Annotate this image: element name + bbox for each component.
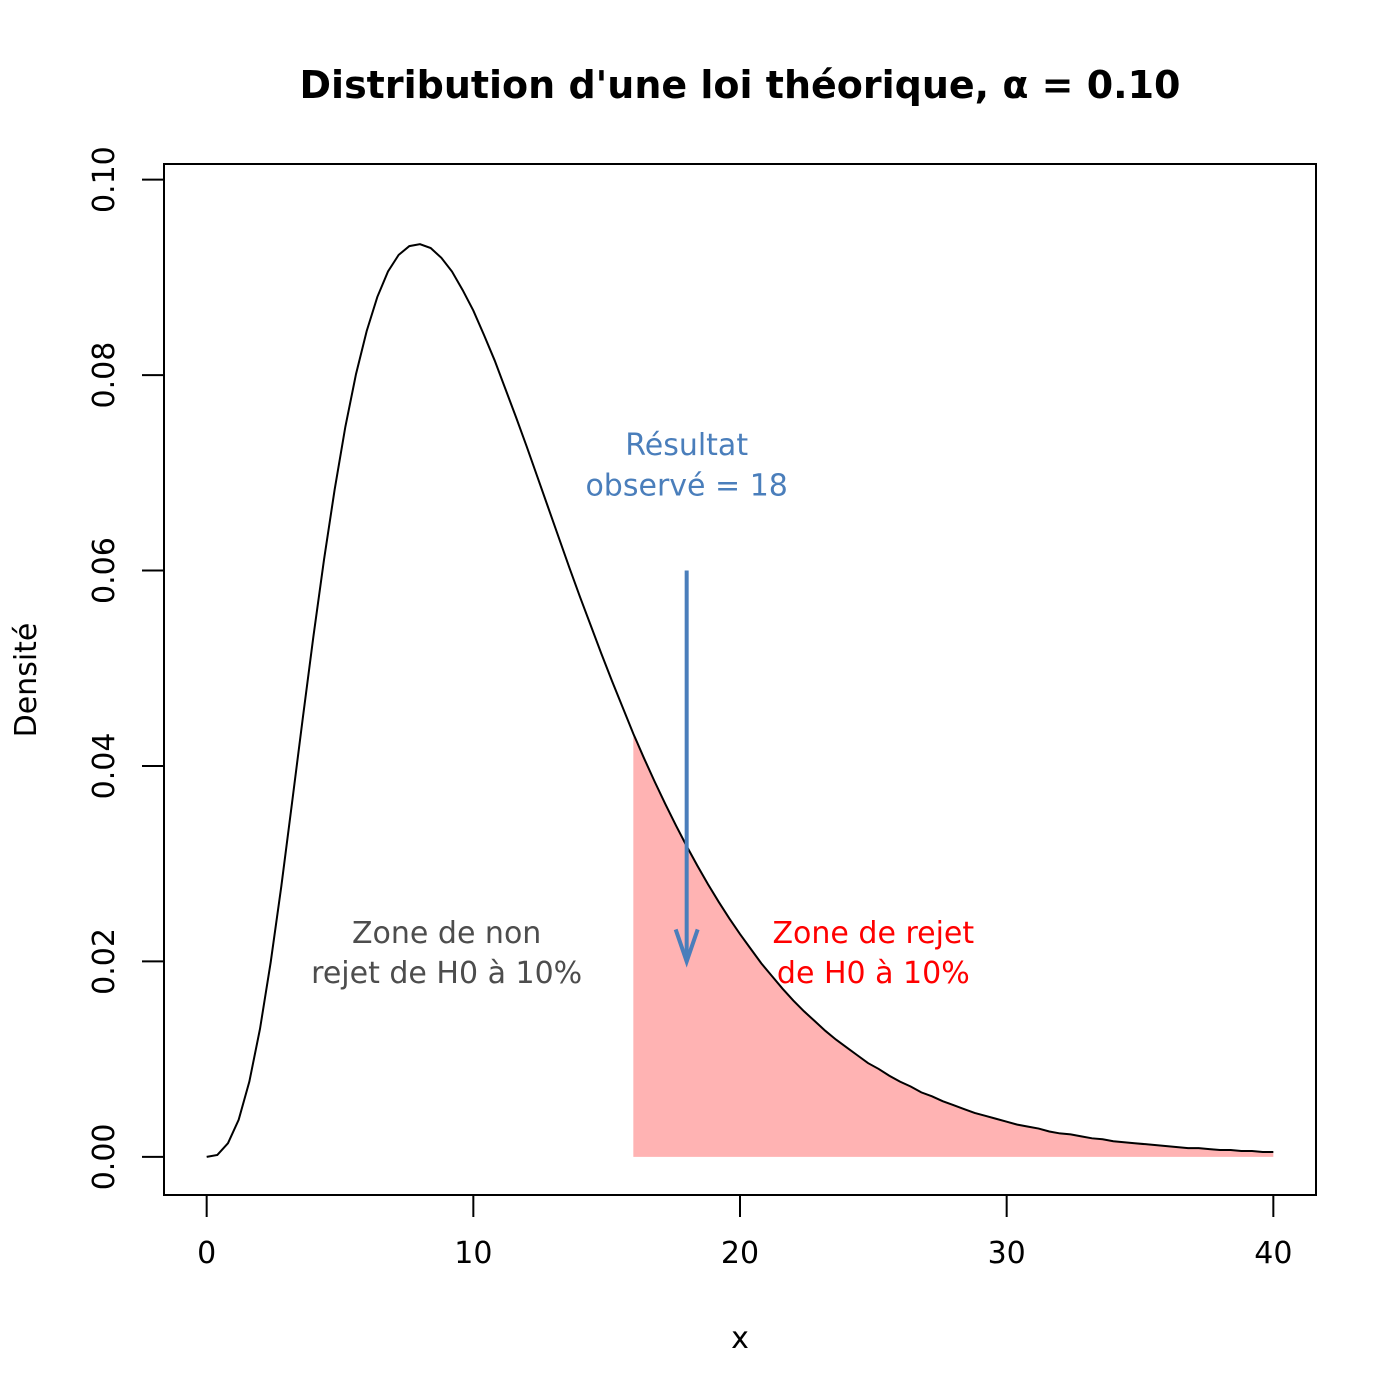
x-tick-label: 40 — [1254, 1236, 1292, 1271]
density-curve — [206, 243, 1274, 1158]
annotations: Résultat observé = 18 Zone de non rejet de … — [311, 428, 974, 991]
y-axis: 0.00 0.02 0.04 0.06 0.08 0.10 — [87, 146, 165, 1190]
observed-arrow — [673, 570, 700, 968]
y-tick-label: 0.00 — [87, 1123, 122, 1190]
x-axis-label: x — [731, 1321, 749, 1356]
x-axis: 0 10 20 30 40 — [197, 1194, 1292, 1271]
x-tick-label: 10 — [454, 1236, 492, 1271]
y-tick-label: 0.10 — [87, 146, 122, 213]
x-tick-label: 0 — [197, 1236, 216, 1271]
annotation-text: Résultat — [625, 428, 748, 463]
x-tick-label: 30 — [988, 1236, 1026, 1271]
chart-title: Distribution d'une loi théorique, α = 0.… — [300, 63, 1181, 107]
rejection-region-area — [633, 733, 1274, 1157]
x-tick-label: 20 — [721, 1236, 759, 1271]
annotation-text: rejet de H0 à 10% — [311, 956, 582, 991]
y-axis-label: Densité — [9, 623, 44, 738]
y-tick-label: 0.06 — [87, 537, 122, 604]
annotation-text: Zone de non — [352, 916, 541, 951]
annotation-text: observé = 18 — [585, 468, 787, 503]
y-tick-label: 0.02 — [87, 928, 122, 995]
annotation-text: Zone de rejet — [773, 916, 975, 951]
density-curve-layer — [206, 243, 1274, 1158]
annotation-text: de H0 à 10% — [777, 956, 970, 991]
observed-arrow-head — [673, 928, 700, 968]
y-tick-label: 0.08 — [87, 342, 122, 409]
y-tick-label: 0.04 — [87, 733, 122, 800]
rejection-region-layer — [633, 733, 1274, 1157]
